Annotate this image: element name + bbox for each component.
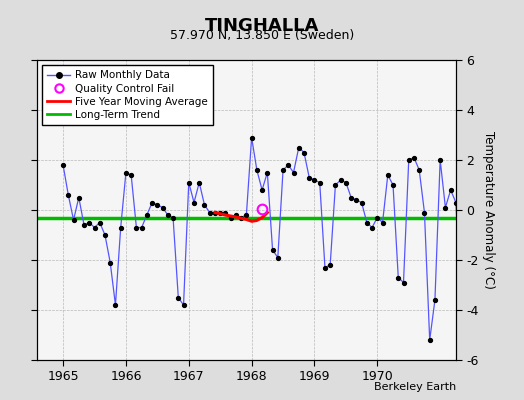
Y-axis label: Temperature Anomaly (°C): Temperature Anomaly (°C) (482, 131, 495, 289)
Text: TINGHALLA: TINGHALLA (205, 17, 319, 35)
Text: 57.970 N, 13.850 E (Sweden): 57.970 N, 13.850 E (Sweden) (170, 30, 354, 42)
Legend: Raw Monthly Data, Quality Control Fail, Five Year Moving Average, Long-Term Tren: Raw Monthly Data, Quality Control Fail, … (42, 65, 213, 125)
Text: Berkeley Earth: Berkeley Earth (374, 382, 456, 392)
